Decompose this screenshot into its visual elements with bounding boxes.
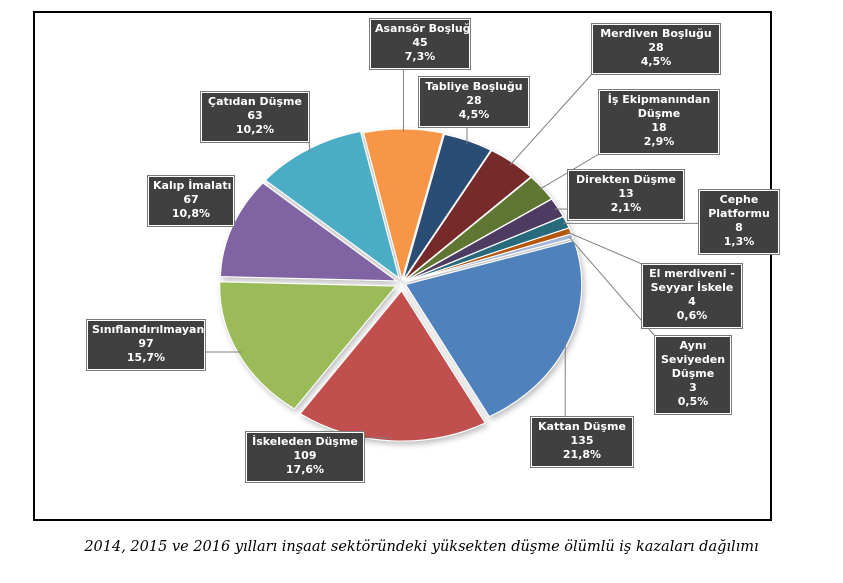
data-label-percent: 0,6%: [676, 309, 708, 322]
data-label-name: Aynı: [679, 339, 707, 352]
data-label-kalip-imalati: Kalıp İmalatı 67 10,8%: [147, 175, 235, 227]
data-label-value: 109: [293, 449, 317, 462]
data-label-name: İş Ekipmanından: [607, 93, 711, 106]
data-label-percent: 1,3%: [723, 235, 755, 248]
pie-slice-tabliye-boslugu: [402, 133, 492, 281]
pie-slice-kattan-dusme: [404, 240, 583, 418]
pie-slice-kalip-imalati: [219, 182, 398, 282]
data-label-value: 4: [688, 295, 696, 308]
data-label-value: 97: [138, 337, 154, 350]
data-label-name: Tabliye Boşluğu: [425, 80, 523, 93]
data-label-percent: 10,2%: [235, 123, 275, 136]
data-label-value: 45: [412, 36, 428, 49]
data-label-is-ekipmanindan-dusme: İş Ekipmanından Düşme 18 2,9%: [598, 89, 720, 155]
leader-line-el-merdiveni-seyyar-iskele: [566, 231, 643, 265]
data-label-value: 67: [183, 193, 199, 206]
data-label-name: İskeleden Düşme: [252, 435, 358, 448]
data-label-merdiven-boslugu: Merdiven Boşluğu 28 4,5%: [591, 23, 721, 75]
data-label-value: 13: [618, 187, 634, 200]
data-label-percent: 0,5%: [677, 395, 709, 408]
data-label-percent: 4,5%: [458, 108, 490, 121]
data-label-name: Düşme: [671, 367, 715, 380]
data-label-name: Kattan Düşme: [538, 420, 626, 433]
data-label-value: 63: [247, 109, 263, 122]
data-label-name: Seyyar İskele: [650, 281, 734, 294]
data-label-el-merdiveni-seyyar-iskele: El merdiveni - Seyyar İskele 4 0,6%: [641, 263, 743, 329]
pie-slice-siniflandirilmayan: [219, 281, 397, 410]
data-label-percent: 7,3%: [404, 50, 436, 63]
figure-caption: 2014, 2015 ve 2016 yılları inşaat sektör…: [84, 539, 759, 555]
data-label-value: 135: [570, 434, 594, 447]
data-label-name: Seviyeden: [660, 353, 726, 366]
data-label-iskeleden-dusme: İskeleden Düşme 109 17,6%: [245, 431, 365, 483]
data-label-cephe-platformu: Cephe Platformu 8 1,3%: [698, 189, 780, 255]
data-label-catidan-dusme: Çatıdan Düşme 63 10,2%: [200, 91, 310, 143]
data-label-name: Cephe: [719, 193, 759, 206]
data-label-value: 18: [651, 121, 667, 134]
data-label-name: Çatıdan Düşme: [208, 95, 302, 108]
data-label-value: 28: [648, 41, 664, 54]
data-label-value: 8: [735, 221, 743, 234]
data-label-percent: 4,5%: [640, 55, 672, 68]
data-label-direkten-dusme: Direkten Düşme 13 2,1%: [567, 169, 685, 221]
data-label-name: Kalıp İmalatı: [153, 179, 232, 192]
data-label-ayni-seviyeden-dusme: Aynı Seviyeden Düşme 3 0,5%: [654, 335, 732, 415]
data-label-name: Merdiven Boşluğu: [600, 27, 712, 40]
leader-line-kalip-imalati: [233, 225, 236, 229]
leader-line-catidan-dusme: [308, 141, 311, 152]
leader-line-ayni-seviyeden-dusme: [568, 236, 656, 337]
pie-slice-iskeleden-dusme: [299, 290, 486, 442]
data-label-percent: 10,8%: [171, 207, 211, 220]
data-label-kattan-dusme: Kattan Düşme 135 21,8%: [530, 416, 634, 468]
data-label-percent: 2,1%: [610, 201, 642, 214]
data-label-asansor-boslugu: Asansör Boşluğu 45 7,3%: [369, 18, 479, 70]
data-label-name: Asansör Boşluğu: [375, 22, 479, 35]
data-label-name: Direkten Düşme: [576, 173, 676, 186]
data-label-percent: 2,9%: [643, 135, 675, 148]
leader-line-merdiven-boslugu: [509, 73, 593, 166]
data-label-name: El merdiveni -: [649, 267, 735, 280]
data-label-value: 28: [466, 94, 482, 107]
data-label-tabliye-boslugu: Tabliye Boşluğu 28 4,5%: [418, 76, 530, 128]
data-label-percent: 21,8%: [562, 448, 602, 461]
data-label-percent: 15,7%: [126, 351, 166, 364]
data-label-name: Platformu: [708, 207, 770, 220]
pie-slice-catidan-dusme: [264, 130, 400, 280]
data-label-siniflandirilmayan: Sınıflandırılmayan 97 15,7%: [86, 319, 206, 371]
data-label-name: Sınıflandırılmayan: [92, 323, 205, 336]
data-label-value: 3: [689, 381, 697, 394]
data-label-name: Düşme: [637, 107, 681, 120]
data-label-percent: 17,6%: [285, 463, 325, 476]
